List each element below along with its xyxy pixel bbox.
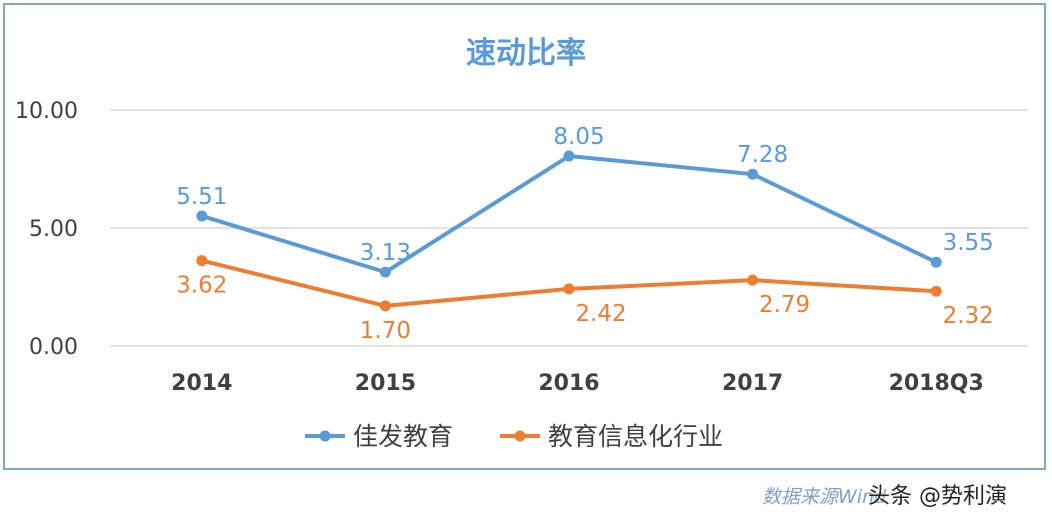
y-tick-label: 0.00 [29,335,78,360]
x-tick-label: 2017 [722,371,783,396]
data-label: 3.62 [176,273,227,299]
source-note: 数据来源Wind [762,486,887,508]
x-tick-label: 2015 [355,371,416,396]
legend-marker-0 [319,430,331,442]
data-point [379,266,391,278]
data-point [379,300,391,312]
data-point [563,283,575,295]
data-point [747,168,759,180]
y-tick-label: 10.00 [15,99,78,124]
data-label: 3.13 [360,240,411,266]
data-label: 2.32 [943,303,994,329]
x-tick-label: 2014 [171,371,232,396]
x-tick-label: 2018Q3 [889,371,984,396]
data-label: 8.05 [553,124,604,150]
y-tick-label: 5.00 [29,217,78,242]
data-label: 1.70 [360,318,411,344]
watermark: 头条 @势利演 [868,484,1007,509]
data-point [747,274,759,286]
data-label: 7.28 [737,142,788,168]
data-label: 2.79 [759,292,810,318]
data-point [563,150,575,162]
data-label: 3.55 [943,230,994,256]
chart-title: 速动比率 [466,36,586,71]
legend-label-0: 佳发教育 [353,422,453,451]
data-label: 5.51 [176,184,227,210]
data-point [930,256,942,268]
legend-label-1: 教育信息化行业 [548,422,723,451]
data-point [196,255,208,267]
series-line-1 [201,258,937,308]
legend-marker-1 [514,430,526,442]
data-point [930,285,942,297]
data-label: 2.42 [575,301,626,327]
chart-frame [3,3,1046,470]
data-point [196,210,208,222]
x-tick-label: 2016 [538,371,599,396]
series-line-0 [201,154,938,275]
